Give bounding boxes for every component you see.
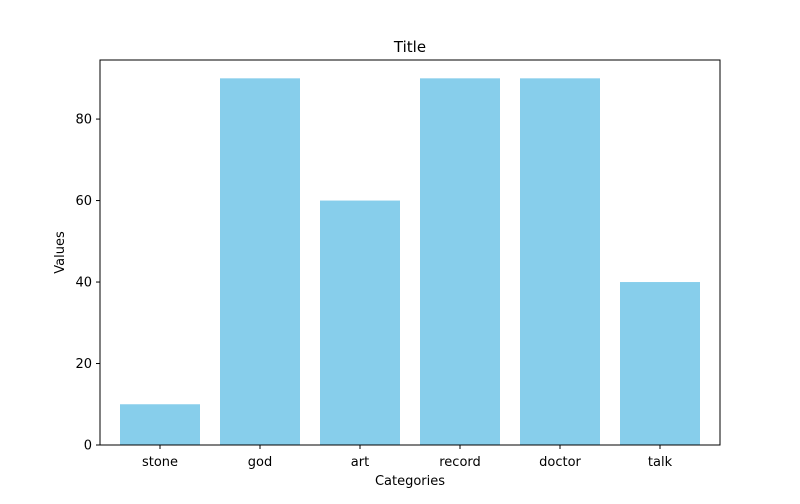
bars-group bbox=[120, 78, 700, 445]
bar-doctor bbox=[520, 78, 600, 445]
y-tick-label: 40 bbox=[75, 276, 92, 291]
x-tick-label: record bbox=[439, 455, 481, 470]
bar-talk bbox=[620, 282, 700, 445]
bar-art bbox=[320, 200, 400, 445]
y-tick-label: 0 bbox=[84, 439, 92, 454]
chart-title: Title bbox=[393, 38, 426, 56]
bar-stone bbox=[120, 404, 200, 445]
x-tick-label: doctor bbox=[539, 455, 581, 470]
x-tick-label: art bbox=[351, 455, 369, 470]
x-axis-title: Categories bbox=[375, 474, 445, 489]
plot-frame bbox=[99, 59, 721, 446]
bar-god bbox=[220, 78, 300, 445]
y-tick-label: 20 bbox=[75, 357, 92, 372]
x-tick-label: god bbox=[248, 455, 272, 470]
y-axis-title: Values bbox=[53, 231, 68, 274]
y-axis-ticks: 0 20 40 60 80 bbox=[75, 113, 100, 454]
x-tick-label: stone bbox=[142, 455, 178, 470]
y-tick-label: 80 bbox=[75, 113, 92, 128]
x-axis-ticks: stone god art record doctor talk bbox=[142, 445, 673, 470]
bar-record bbox=[420, 78, 500, 445]
x-tick-label: talk bbox=[648, 455, 673, 470]
y-tick-label: 60 bbox=[75, 194, 92, 209]
